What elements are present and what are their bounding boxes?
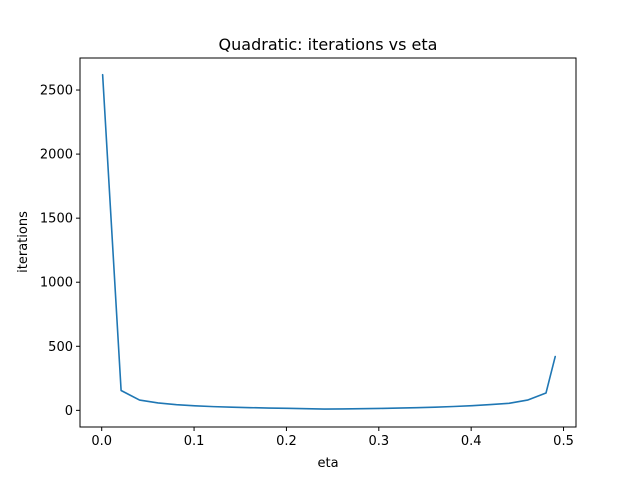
x-tick-label: 0.1 [184, 434, 205, 449]
y-tick-label: 500 [48, 340, 73, 355]
x-axis-label: eta [317, 456, 338, 471]
y-tick-label: 0 [65, 404, 73, 419]
y-tick-label: 1000 [40, 276, 73, 291]
chart-title: Quadratic: iterations vs eta [219, 35, 438, 54]
plot-area [101, 73, 557, 410]
x-tick-label: 0.5 [553, 434, 574, 449]
x-tick-label: 0.4 [461, 434, 482, 449]
y-tick-label: 2500 [40, 84, 73, 99]
x-tick-label: 0.3 [368, 434, 389, 449]
x-tick-label: 0.0 [91, 434, 112, 449]
series-line [101, 73, 557, 410]
y-tick-label: 1500 [40, 212, 73, 227]
x-tick-label: 0.2 [276, 434, 297, 449]
y-tick-label: 2000 [40, 148, 73, 163]
y-axis-label: iterations [16, 211, 31, 273]
axes-frame [79, 57, 577, 428]
